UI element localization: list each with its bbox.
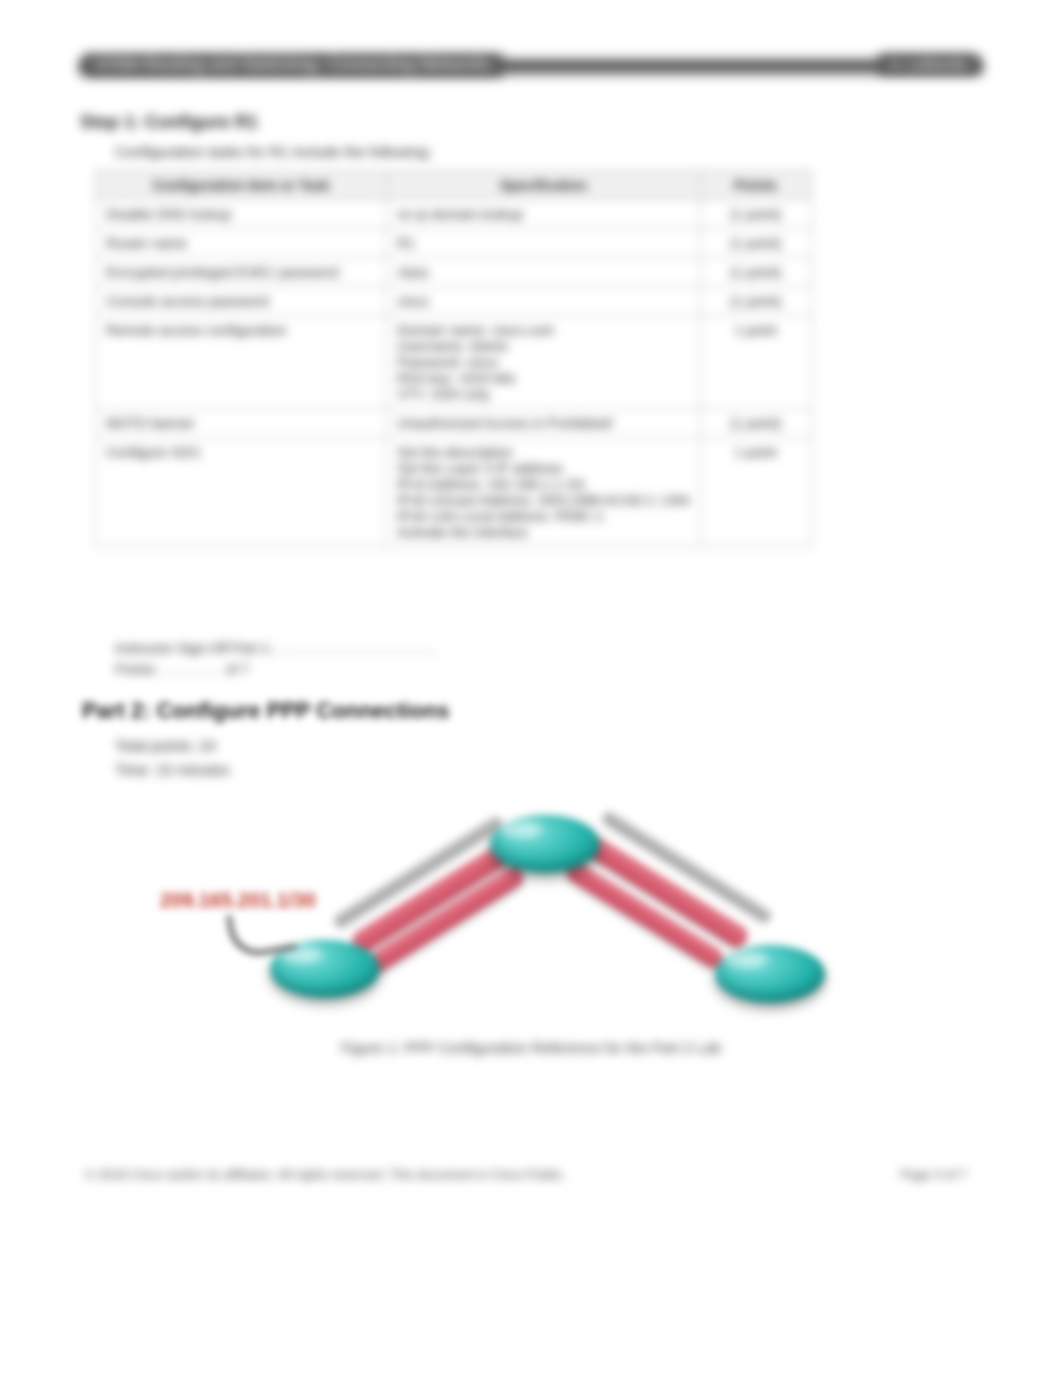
points-label: Points: xyxy=(115,661,158,677)
header-left-text: CCNA Routing and Switching: Connecting N… xyxy=(84,54,502,76)
col-spec: Specification xyxy=(387,171,701,200)
cell-cfg: Configure G0/1 xyxy=(96,438,387,547)
router-right-icon xyxy=(715,945,825,1003)
part2-time: Time: 15 minutes xyxy=(115,762,230,779)
cell-pts: (1 point) xyxy=(700,229,811,258)
header-right-text: A. Leibovitz xyxy=(879,54,978,74)
col-points: Points xyxy=(700,171,811,200)
part2-sub: Total points: 24 Time: 15 minutes xyxy=(115,735,230,783)
cell-pts: 1 point xyxy=(700,316,811,409)
footer-copyright: © 2018 Cisco and/or its affiliates. All … xyxy=(85,1167,566,1182)
cell-spec: Domain name: cisco.com Username: Admin P… xyxy=(387,316,701,409)
cell-spec: Set the description Set the Layer 3 IP a… xyxy=(387,438,701,547)
part2-points: Total points: 24 xyxy=(115,738,216,755)
cell-cfg: Router name xyxy=(96,229,387,258)
figure-caption: Figure 1: PPP Configuration Reference fo… xyxy=(0,1040,1062,1057)
page-header: CCNA Routing and Switching: Connecting N… xyxy=(80,60,982,72)
table-row: MOTD banner Unauthorized Access is Prohi… xyxy=(96,409,812,438)
footer-page-number: Page 3 of 7 xyxy=(901,1167,968,1182)
table-row: Router name R1 (1 point) xyxy=(96,229,812,258)
table-header-row: Configuration Item or Task Specification… xyxy=(96,171,812,200)
table-row: Configure G0/1 Set the description Set t… xyxy=(96,438,812,547)
table-row: Encrypted privileged EXEC password class… xyxy=(96,258,812,287)
cell-cfg: Console access password xyxy=(96,287,387,316)
step1-title: Step 1: Configure R1 xyxy=(80,112,258,133)
cell-spec: no ip domain-lookup xyxy=(387,200,701,229)
points-line xyxy=(162,660,222,674)
part2-title: Part 2: Configure PPP Connections xyxy=(82,698,450,724)
points-suffix: of 7 xyxy=(226,661,249,677)
signoff-block: Instructor Sign-Off Part 1: Points: of 7 xyxy=(115,638,437,680)
table-row: Remote access configuration Domain name:… xyxy=(96,316,812,409)
cell-spec: R1 xyxy=(387,229,701,258)
col-config: Configuration Item or Task xyxy=(96,171,387,200)
signoff-line xyxy=(277,639,437,653)
table-row: Disable DNS lookup no ip domain-lookup (… xyxy=(96,200,812,229)
cell-cfg: Encrypted privileged EXEC password xyxy=(96,258,387,287)
cell-spec: cisco xyxy=(387,287,701,316)
cell-pts: (1 point) xyxy=(700,258,811,287)
page: CCNA Routing and Switching: Connecting N… xyxy=(0,0,1062,1377)
cell-pts: (1 point) xyxy=(700,200,811,229)
cell-pts: (1 point) xyxy=(700,287,811,316)
router-top-icon xyxy=(490,815,600,873)
signoff-label: Instructor Sign-Off Part 1: xyxy=(115,640,273,656)
cell-pts: 1 point xyxy=(700,438,811,547)
config-table: Configuration Item or Task Specification… xyxy=(95,170,812,547)
cell-spec: class xyxy=(387,258,701,287)
cell-pts: (1 point) xyxy=(700,409,811,438)
network-diagram: 209.165.201.1/30 xyxy=(130,790,850,1040)
cell-cfg: MOTD banner xyxy=(96,409,387,438)
cell-cfg: Disable DNS lookup xyxy=(96,200,387,229)
cell-cfg: Remote access configuration xyxy=(96,316,387,409)
step1-subtitle: Configuration tasks for R1 include the f… xyxy=(115,144,432,161)
cell-spec: Unauthorized Access is Prohibited! xyxy=(387,409,701,438)
diagram-left-label: 209.165.201.1/30 xyxy=(160,890,316,913)
table-row: Console access password cisco (1 point) xyxy=(96,287,812,316)
